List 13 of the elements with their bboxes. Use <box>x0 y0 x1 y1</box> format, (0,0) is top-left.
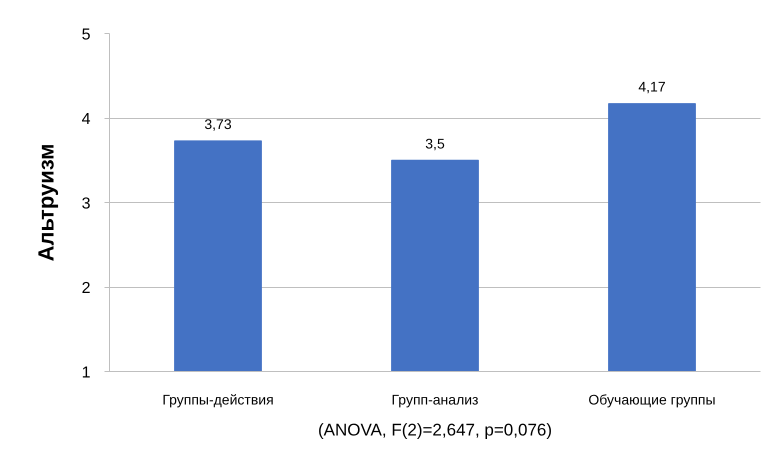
data-label: 3,73 <box>204 116 232 132</box>
x-tick-label: Группы-действия <box>162 392 274 408</box>
y-axis-title: Альтруизм <box>34 144 59 262</box>
y-tick-label: 4 <box>82 111 91 128</box>
y-tick-label: 1 <box>82 364 91 382</box>
y-tick-label: 5 <box>82 26 91 44</box>
data-label: 4,17 <box>638 78 666 95</box>
x-axis-title: (ANOVA, F(2)=2,647, p=0,076) <box>318 420 552 440</box>
data-label: 3,5 <box>425 135 445 152</box>
y-tick-label: 3 <box>82 196 91 212</box>
y-tick-label: 2 <box>82 280 91 297</box>
x-tick-label: Групп-анализ <box>392 392 478 408</box>
x-tick-label: Обучающие группы <box>588 392 716 408</box>
